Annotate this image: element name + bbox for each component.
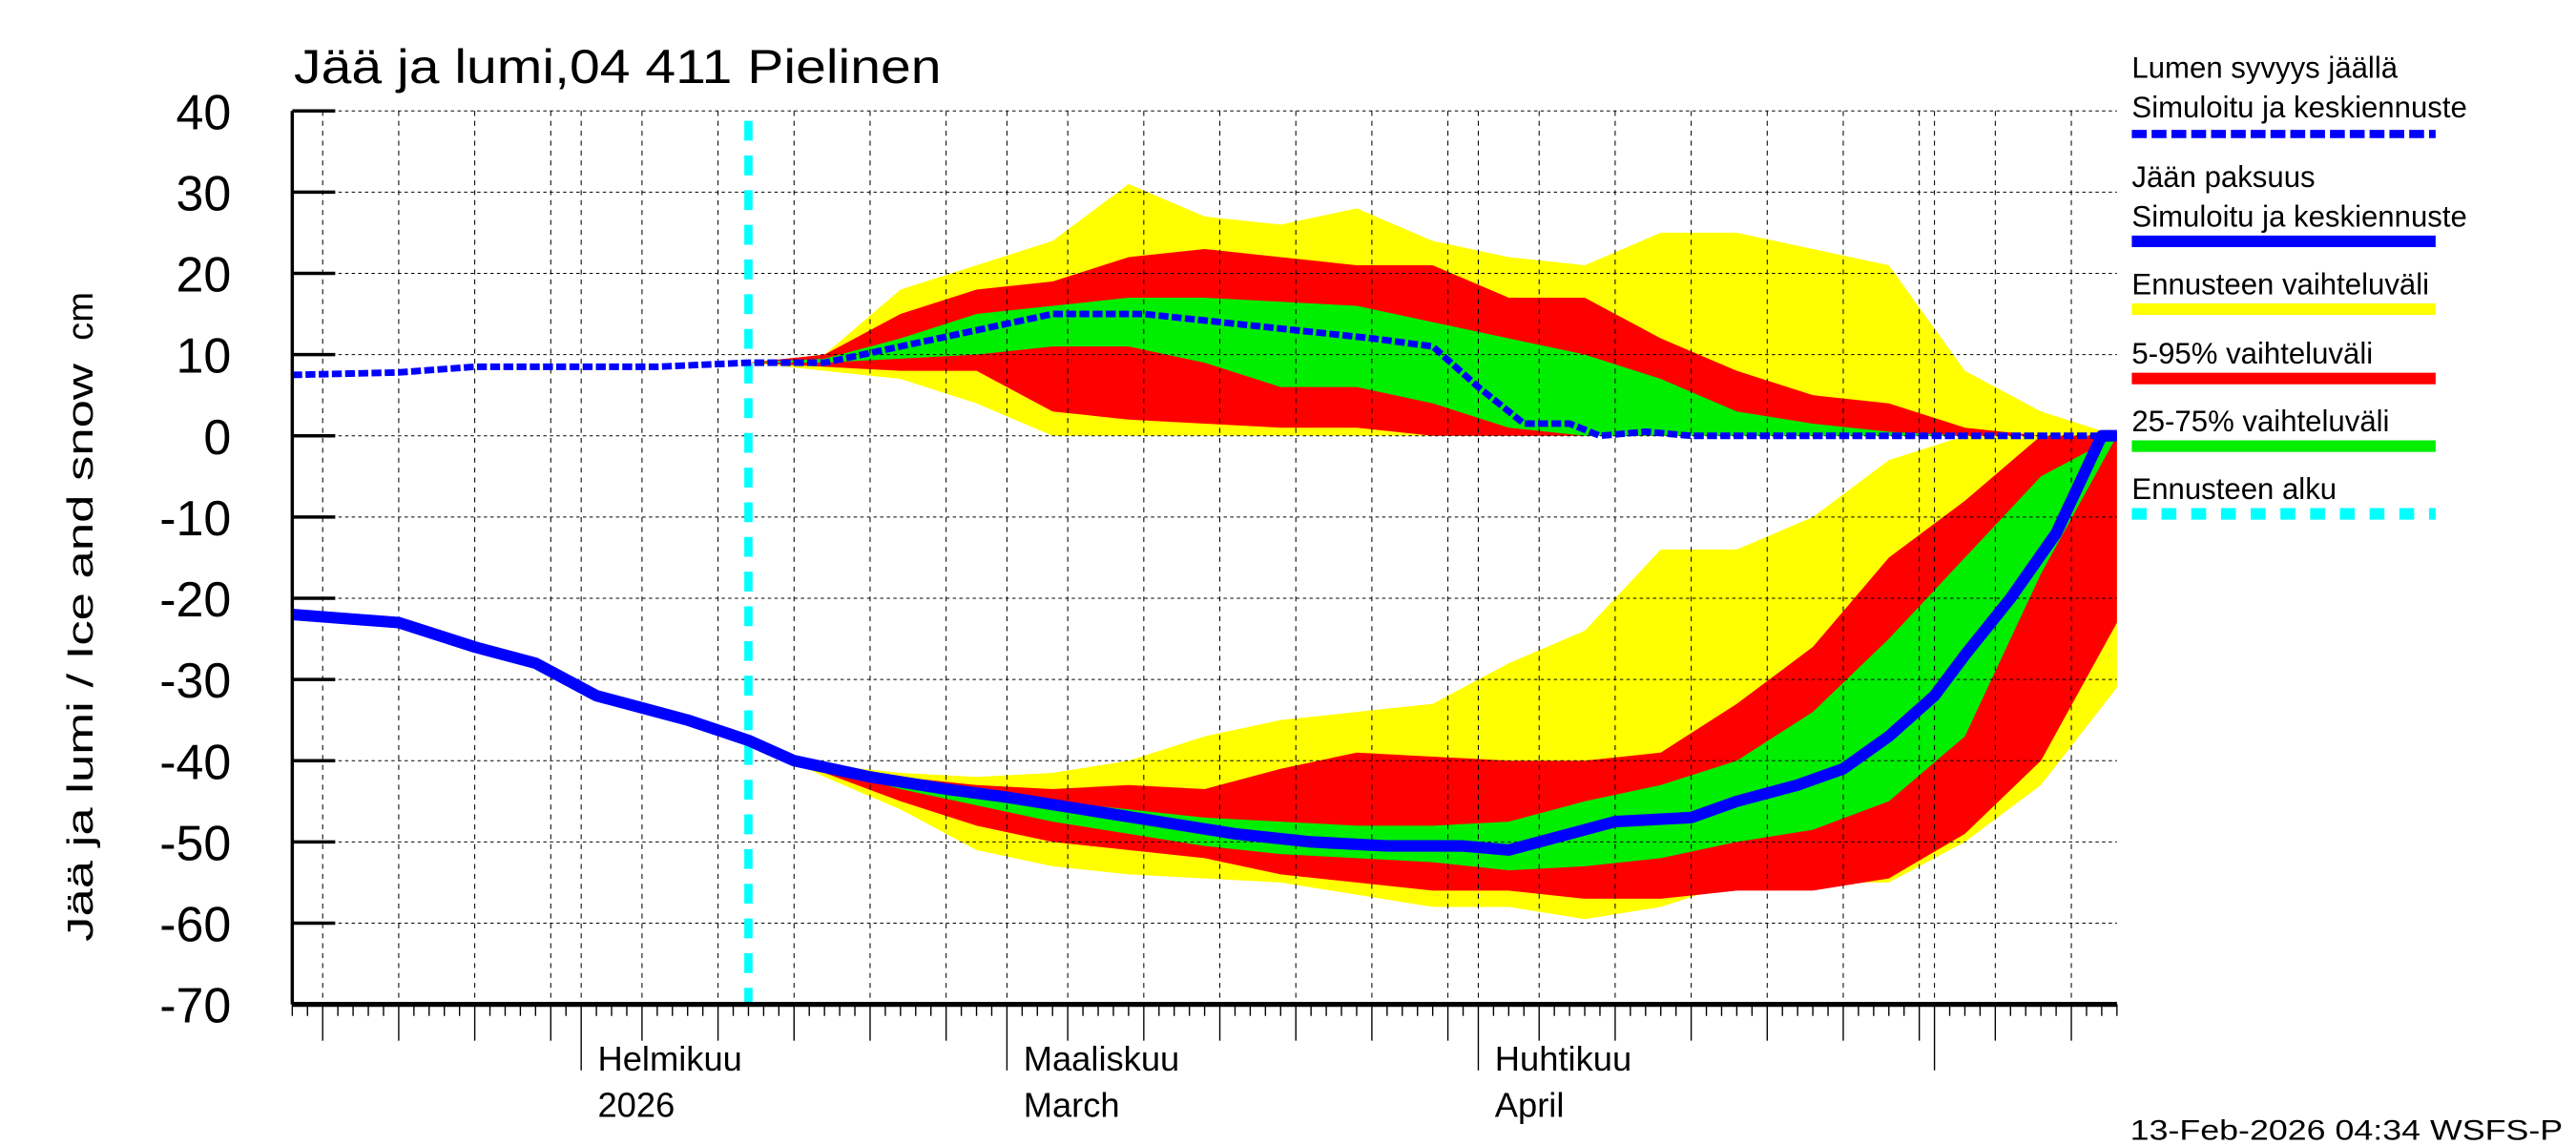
month-label: Helmikuu (597, 1039, 741, 1078)
month-sublabel: April (1495, 1085, 1565, 1124)
y-axis-unit: cm (61, 292, 101, 341)
y-tick-label: 0 (203, 410, 231, 466)
legend-label: 25-75% vaihteluväli (2131, 405, 2389, 438)
month-label: Huhtikuu (1495, 1039, 1631, 1078)
ice-thickness-line (291, 429, 2117, 856)
legend-label: 5-95% vaihteluväli (2131, 337, 2373, 370)
legend-label: Ennusteen alku (2131, 472, 2337, 506)
y-tick-label: 20 (177, 248, 232, 303)
month-sublabel: 2026 (597, 1085, 675, 1124)
month-sublabel: March (1024, 1085, 1120, 1124)
y-tick-label: 40 (177, 85, 232, 140)
chart-title: Jää ja lumi,04 411 Pielinen (294, 40, 941, 94)
forecast-bands (748, 183, 2117, 920)
axes: 40 30 20 10 0 -10 -20 -30 -40 -50 -60 -70 Helmikuu 20… (159, 85, 2118, 1124)
legend-label: Jään paksuus (2131, 160, 2315, 194)
legend-sublabel: Simuloitu ja keskiennuste (2131, 91, 2466, 124)
snow-depth-line (292, 310, 2117, 440)
timestamp: 13-Feb-2026 04:34 WSFS-P (2130, 1115, 2563, 1145)
snow-p25_75-band (748, 298, 2117, 436)
month-label: Maaliskuu (1024, 1039, 1180, 1078)
legend-label: Ennusteen vaihteluväli (2131, 267, 2429, 301)
grid-lines (292, 110, 2117, 1006)
y-tick-label: -10 (159, 491, 231, 547)
legend: Lumen syvyys jäällä Simuloitu ja keskienn… (2131, 52, 2467, 520)
ice-p25_75-band (748, 435, 2117, 871)
y-tick-label: 10 (177, 329, 232, 385)
y-tick-label: -70 (159, 979, 231, 1034)
y-tick-label: -60 (159, 898, 231, 953)
series-lines (291, 310, 2117, 856)
legend-sublabel: Simuloitu ja keskiennuste (2131, 199, 2466, 233)
y-tick-label: 30 (177, 166, 232, 221)
y-tick-label: -20 (159, 572, 231, 628)
y-tick-label: -30 (159, 654, 231, 709)
legend-label: Lumen syvyys jäällä (2131, 52, 2398, 85)
y-axis-label: Jää ja lumi / Ice and snow (61, 363, 101, 941)
y-tick-label: -50 (159, 816, 231, 871)
y-tick-label: -40 (159, 735, 231, 790)
